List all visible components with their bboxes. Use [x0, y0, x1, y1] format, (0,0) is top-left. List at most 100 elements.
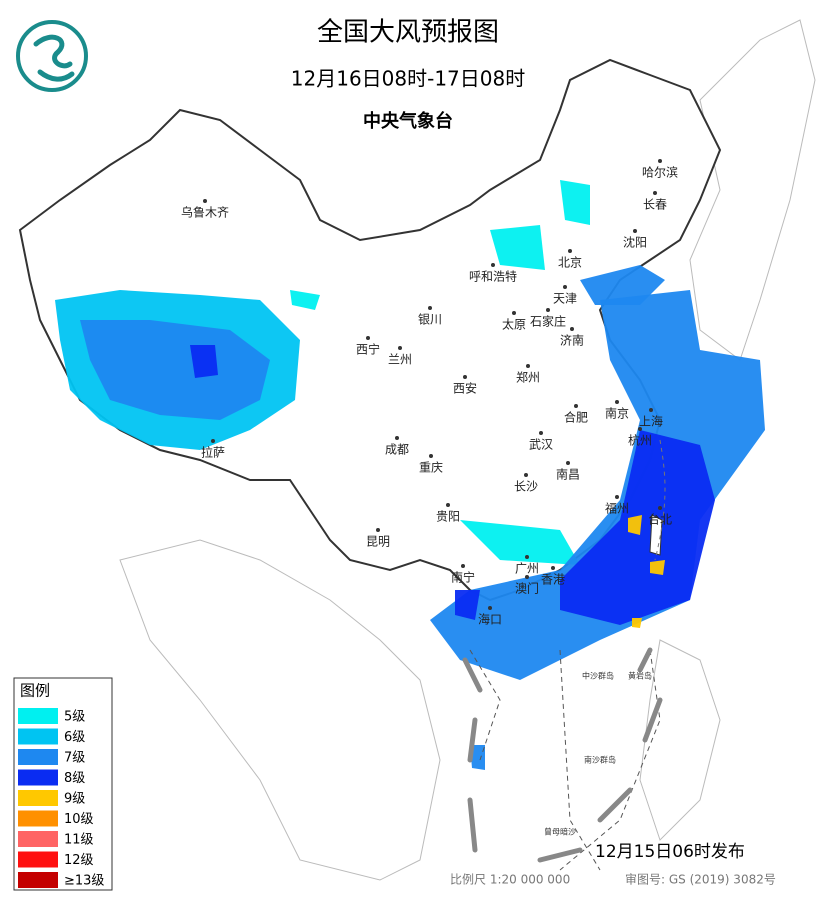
legend-swatch [18, 851, 58, 868]
legend-label: ≥13级 [64, 874, 104, 889]
city-dot [574, 404, 578, 408]
wind-area [628, 515, 642, 535]
city-dot [633, 229, 637, 233]
legend-swatch [18, 749, 58, 765]
city-dot [658, 159, 662, 163]
city-label: 南京 [605, 406, 629, 421]
wind-area [460, 520, 580, 565]
legend-label: 5级 [64, 710, 85, 725]
wind-area [80, 320, 270, 420]
city-label: 乌鲁木齐 [181, 205, 229, 220]
logo [16, 20, 88, 92]
city-dot [366, 336, 370, 340]
city-dot [525, 575, 529, 579]
city-dot [491, 263, 495, 267]
city-dot [203, 199, 207, 203]
city-label: 沈阳 [623, 235, 647, 250]
legend-label: 9级 [64, 792, 85, 807]
city-dot [524, 473, 528, 477]
city-dot [570, 327, 574, 331]
city-label: 郑州 [516, 370, 540, 385]
legend-swatch [18, 810, 58, 827]
city-label: 贵阳 [436, 510, 460, 524]
city-label: 长沙 [514, 480, 538, 494]
city-dot [638, 427, 642, 431]
city-dot [463, 375, 467, 379]
island-label: 中沙群岛 [582, 671, 614, 681]
title: 全国大风预报图 [317, 18, 499, 48]
city-label: 西宁 [356, 342, 380, 357]
city-label: 西安 [453, 381, 477, 396]
legend-swatch [18, 728, 58, 745]
agency: 中央气象台 [363, 110, 453, 132]
city-label: 成都 [385, 443, 409, 457]
city-label: 上海 [639, 414, 663, 429]
city-label: 太原 [502, 317, 526, 332]
island-label: 南沙群岛 [584, 755, 616, 765]
city-dot [211, 439, 215, 443]
scale: 比例尺 1:20 000 000 [450, 873, 570, 887]
city-dot [653, 191, 657, 195]
city-dot [551, 566, 555, 570]
city-dot [566, 461, 570, 465]
taiwan-island [649, 514, 663, 556]
city-label: 济南 [560, 333, 584, 348]
wind-areas [55, 180, 765, 770]
city-dot [488, 606, 492, 610]
city-label: 杭州 [628, 433, 652, 448]
wind-area [455, 590, 480, 620]
neighbor-outline [689, 19, 816, 361]
city-label: 石家庄 [530, 314, 566, 329]
city-dot [615, 495, 619, 499]
wind-area [650, 560, 665, 575]
city-label: 海口 [478, 612, 502, 627]
city-label: 南昌 [556, 467, 580, 482]
legend-title: 图例 [20, 682, 50, 700]
city-dot [568, 249, 572, 253]
city-label: 重庆 [419, 461, 443, 475]
city-label: 台北 [648, 512, 672, 527]
city-dot [526, 364, 530, 368]
legend-label: 10级 [64, 812, 94, 827]
island-label: 黄岩岛 [628, 671, 652, 681]
sea-boundary [654, 439, 666, 561]
neighbor-outline [119, 539, 441, 881]
city-label: 兰州 [388, 353, 412, 367]
city-label: 长春 [643, 198, 667, 212]
legend-label: 6级 [64, 730, 85, 745]
wind-area [190, 345, 218, 378]
city-label: 香港 [541, 573, 565, 587]
issued: 12月15日06时发布 [595, 842, 745, 862]
wind-area [470, 745, 485, 770]
city-dot [546, 308, 550, 312]
period: 12月16日08时-17日08时 [291, 67, 525, 91]
city-label: 福州 [605, 501, 629, 516]
city-dot [428, 306, 432, 310]
city-label: 南宁 [451, 570, 475, 585]
legend-swatch [18, 769, 58, 786]
city-dot [446, 503, 450, 507]
wind-area [560, 180, 590, 225]
wind-area [290, 290, 320, 310]
approval: 审图号: GS (2019) 3082号 [625, 872, 776, 887]
wind-area [580, 265, 665, 305]
city-label: 武汉 [529, 438, 553, 452]
city-dot [512, 311, 516, 315]
sea-boundary [469, 649, 661, 871]
legend-swatch [18, 708, 58, 724]
city-dot [539, 431, 543, 435]
city-label: 北京 [558, 256, 582, 270]
city-label: 昆明 [366, 535, 390, 549]
island-label: 曾母暗沙 [544, 827, 576, 837]
logo-mark [33, 34, 75, 82]
city-dot [525, 555, 529, 559]
city-label: 天津 [553, 292, 577, 306]
city-dot [563, 285, 567, 289]
neighbor-outline [639, 639, 721, 841]
city-dot [395, 436, 399, 440]
legend-label: 8级 [64, 771, 85, 786]
legend-label: 11级 [64, 833, 94, 848]
city-dot [376, 528, 380, 532]
wind-area [490, 225, 545, 270]
